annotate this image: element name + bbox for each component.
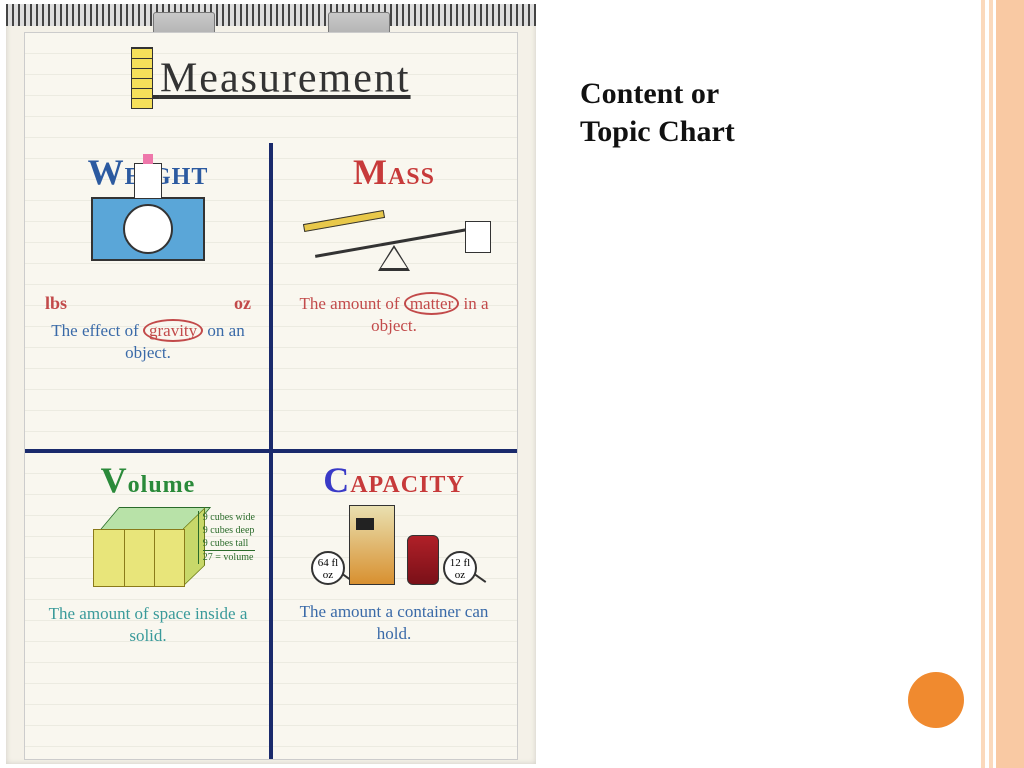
slide-title-line2: Topic Chart <box>580 115 735 148</box>
slide-title: Content or Topic Chart <box>580 75 735 150</box>
containers-illustration: 64 fl oz 12 fl oz <box>283 505 505 595</box>
weight-desc: The effect of gravity on an object. <box>37 320 259 364</box>
juice-box-icon <box>349 505 395 585</box>
pencil-icon <box>303 210 385 232</box>
mass-heading: MASS <box>283 151 505 193</box>
keyword-gravity: gravity <box>143 319 203 342</box>
ruler-icon <box>131 47 153 109</box>
poster-title: Measurement <box>25 33 517 119</box>
quadrant-weight: WEIGHT lbs oz The effect of gravity on a… <box>25 143 271 451</box>
volume-calculation: 9 cubes wide 9 cubes deep 9 cubes tall 2… <box>198 511 255 564</box>
capacity-desc: The amount a container can hold. <box>283 601 505 645</box>
soda-can-icon <box>407 535 439 585</box>
scale-icon <box>91 197 205 261</box>
magnifier-icon: 64 fl oz <box>311 551 345 585</box>
orange-dot-icon <box>908 672 964 728</box>
volume-desc: The amount of space inside a solid. <box>37 603 259 647</box>
mass-desc: The amount of matter in a object. <box>283 293 505 337</box>
quadrant-grid: WEIGHT lbs oz The effect of gravity on a… <box>25 143 517 759</box>
cube-icon <box>93 507 203 587</box>
scale-illustration <box>37 197 259 287</box>
poster-title-text: Measurement <box>160 56 411 102</box>
slide-title-line1: Content or <box>580 77 719 110</box>
quadrant-volume: Volume 9 cubes wide 9 cubes deep 9 cubes… <box>25 451 271 759</box>
quadrant-capacity: CAPACITY 64 fl oz 12 fl oz The amount a … <box>271 451 517 759</box>
volume-heading: Volume <box>37 459 259 501</box>
keyword-matter: matter <box>404 292 459 315</box>
capacity-heading: CAPACITY <box>283 459 505 501</box>
slide-accent-bar <box>993 0 1024 768</box>
fulcrum-icon <box>378 245 410 271</box>
scale-dial-icon <box>123 204 173 254</box>
balance-illustration <box>283 197 505 287</box>
unit-oz: oz <box>234 293 251 314</box>
glue-bottle-icon <box>134 163 162 199</box>
unit-lbs: lbs <box>45 293 67 314</box>
chart-paper: Measurement WEIGHT lbs oz <box>24 32 518 760</box>
anchor-chart-photo: Measurement WEIGHT lbs oz <box>6 4 536 764</box>
weight-units: lbs oz <box>37 293 259 314</box>
quadrant-mass: MASS The amount of matter in a object. <box>271 143 517 451</box>
magnifier-icon: 12 fl oz <box>443 551 477 585</box>
glue-bottle-icon <box>465 221 491 253</box>
cube-illustration: 9 cubes wide 9 cubes deep 9 cubes tall 2… <box>37 507 259 597</box>
